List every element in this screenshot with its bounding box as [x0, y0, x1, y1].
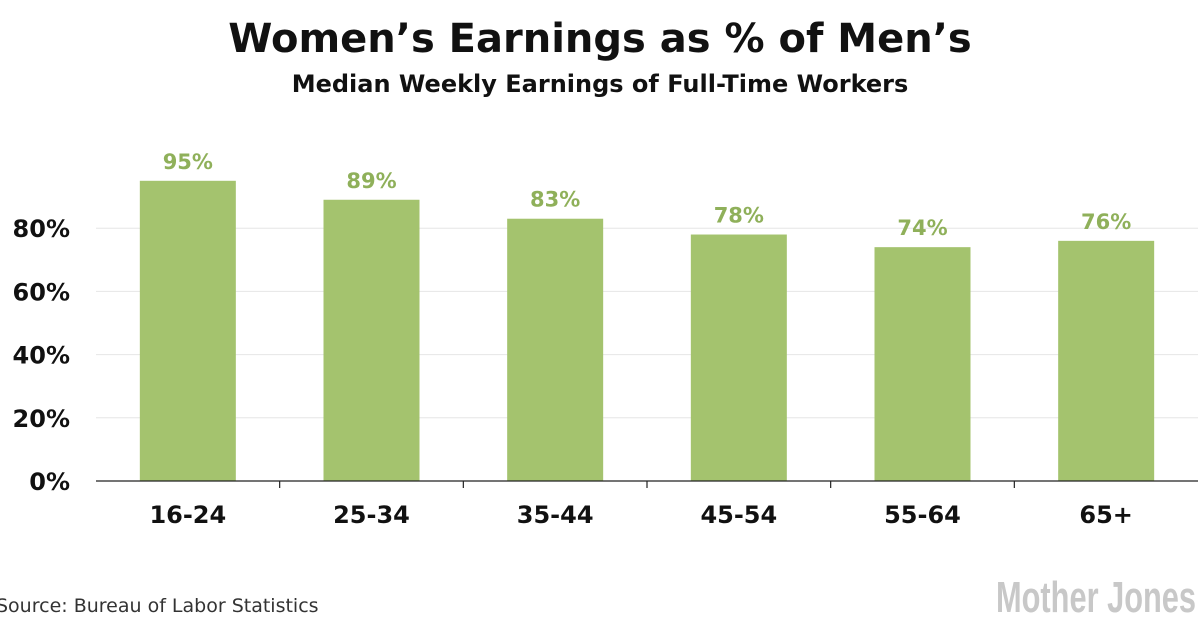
x-tick-label: 25-34: [333, 501, 410, 529]
data-label: 78%: [714, 204, 764, 228]
bar: [874, 247, 971, 481]
bar: [1058, 240, 1155, 481]
source-note: Source: Bureau of Labor Statistics: [0, 595, 319, 617]
publisher-logo: Mother Jones: [996, 573, 1196, 622]
bar: [323, 199, 420, 481]
y-axis-ticks: 0% 20% 40% 60% 80%: [13, 215, 70, 496]
x-tick-label: 55-64: [884, 501, 961, 529]
chart-title: Women’s Earnings as % of Men’s: [228, 16, 971, 62]
data-label: 95%: [163, 150, 213, 174]
bar: [507, 218, 604, 481]
data-label: 83%: [530, 188, 580, 212]
gridlines: [96, 227, 1198, 419]
chart-subtitle: Median Weekly Earnings of Full-Time Work…: [292, 70, 909, 98]
y-tick-label: 40%: [13, 342, 70, 370]
data-label: 89%: [346, 169, 396, 193]
data-labels: 95% 89% 83% 78% 74% 76%: [163, 150, 1132, 240]
x-tick-label: 65+: [1079, 501, 1133, 529]
y-tick-label: 60%: [13, 278, 70, 306]
data-label: 76%: [1081, 210, 1131, 234]
bars: [139, 180, 1155, 482]
y-tick-label: 80%: [13, 215, 70, 243]
x-axis-ticks: 16-24 25-34 35-44 45-54 55-64 65+: [149, 481, 1133, 529]
y-tick-label: 0%: [29, 468, 70, 496]
x-tick-label: 35-44: [517, 501, 594, 529]
data-label: 74%: [897, 216, 947, 240]
bar: [139, 180, 236, 482]
y-tick-label: 20%: [13, 405, 70, 433]
x-tick-label: 16-24: [149, 501, 226, 529]
x-tick-label: 45-54: [700, 501, 777, 529]
bar: [690, 234, 787, 481]
